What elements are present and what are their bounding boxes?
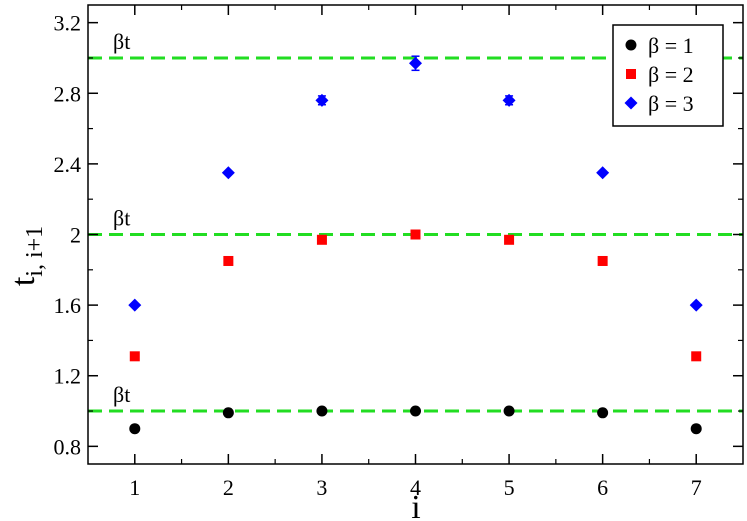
diamond-marker xyxy=(409,56,422,70)
y-tick-label: 1.6 xyxy=(54,293,82,318)
reference-line-label: βt xyxy=(113,382,130,407)
y-tick-label: 2.8 xyxy=(54,81,82,106)
square-marker xyxy=(410,229,421,240)
data-markers xyxy=(128,55,703,435)
x-tick-label: 5 xyxy=(504,475,515,500)
legend: β = 1 β = 2 β = 3 xyxy=(612,24,724,127)
x-tick-label: 7 xyxy=(691,475,702,500)
legend-label: β = 3 xyxy=(648,91,694,116)
y-axis-title-main: t xyxy=(5,276,42,286)
x-axis-ticks: 1 2 3 4 5 6 7 xyxy=(129,5,702,500)
x-tick-label: 4 xyxy=(410,475,421,500)
legend-label: β = 2 xyxy=(648,62,694,87)
reference-labels: βt βt βt xyxy=(113,29,130,407)
diamond-marker xyxy=(502,93,516,107)
y-tick-label: 3.2 xyxy=(54,11,82,36)
circle-marker xyxy=(316,405,328,417)
diamond-marker xyxy=(128,298,142,312)
y-tick-label: 1.2 xyxy=(54,364,82,389)
y-axis-title-subscript: i, i+1 xyxy=(22,226,48,277)
circle-marker xyxy=(690,423,702,435)
legend-square-marker xyxy=(626,69,636,79)
square-marker xyxy=(691,351,702,362)
square-marker xyxy=(504,234,515,245)
legend-label: β = 1 xyxy=(648,33,694,58)
diamond-marker xyxy=(689,298,703,312)
circle-marker xyxy=(129,423,141,435)
diamond-marker xyxy=(315,93,329,107)
legend-circle-marker xyxy=(625,39,637,51)
square-marker xyxy=(316,234,327,245)
square-marker xyxy=(597,255,608,266)
circle-marker xyxy=(410,405,421,417)
x-tick-label: 3 xyxy=(316,475,327,500)
diamond-marker xyxy=(221,166,235,180)
circle-marker xyxy=(503,405,515,417)
diamond-marker xyxy=(596,166,610,180)
legend-diamond-marker xyxy=(624,96,638,110)
y-tick-label: 0.8 xyxy=(54,434,82,459)
y-axis-ticks: 0.8 1.2 1.6 2 2.4 2.8 3.2 xyxy=(54,11,743,459)
reference-line-label: βt xyxy=(113,29,130,54)
square-marker xyxy=(223,255,234,266)
x-tick-label: 2 xyxy=(223,475,234,500)
y-tick-label: 2 xyxy=(70,223,81,248)
y-tick-label: 2.4 xyxy=(54,152,82,177)
y-axis-title: ti, i+1 xyxy=(5,226,48,286)
reference-line-label: βt xyxy=(113,206,130,231)
circle-marker xyxy=(597,407,609,419)
circle-marker xyxy=(222,407,234,419)
x-tick-label: 6 xyxy=(597,475,608,500)
square-marker xyxy=(129,351,140,362)
x-axis-title: i xyxy=(411,489,420,521)
x-tick-label: 1 xyxy=(129,475,140,500)
